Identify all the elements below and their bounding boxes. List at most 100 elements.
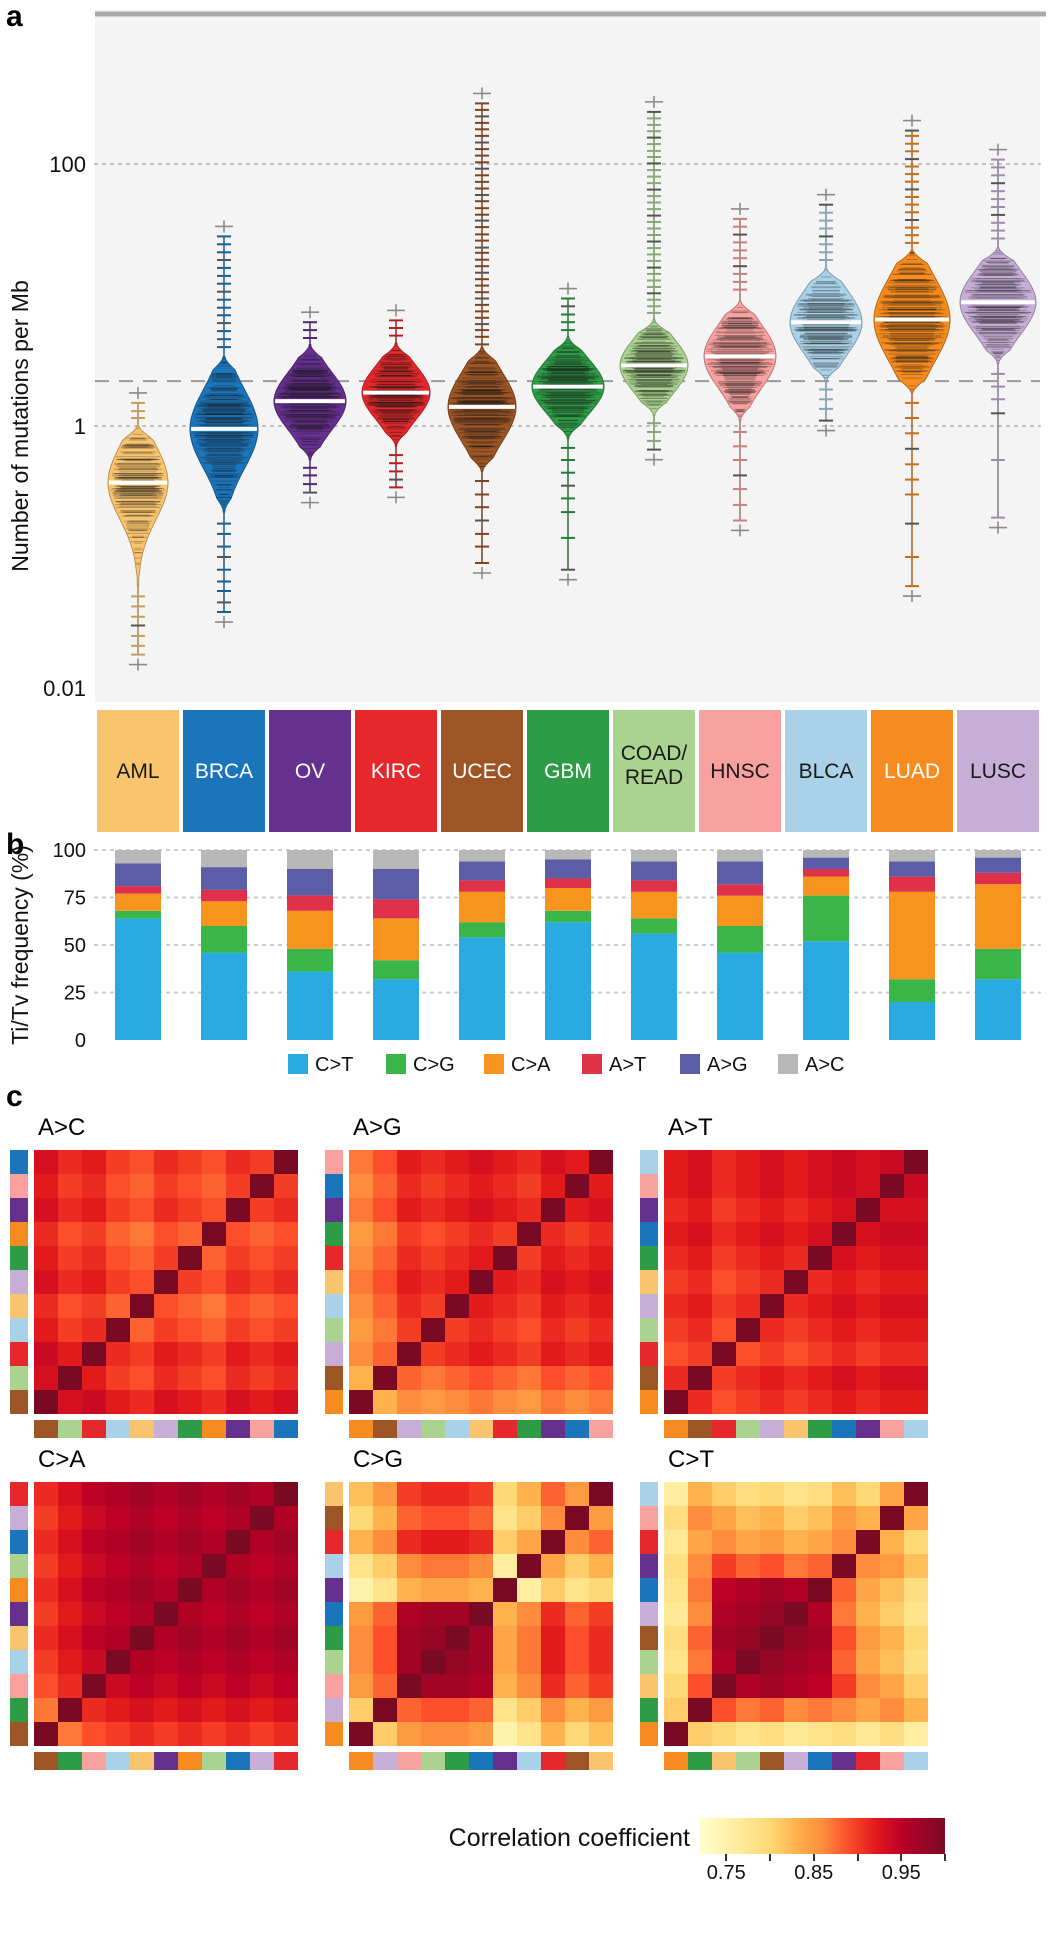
- heatmap-cell: [397, 1506, 421, 1530]
- row-color-strip-cell: [640, 1198, 658, 1222]
- cancer-type-block: [699, 710, 781, 832]
- heatmap-cell: [736, 1626, 760, 1650]
- heatmap-cell: [469, 1390, 493, 1414]
- col-color-strip-cell: [397, 1420, 421, 1438]
- heatmap-cell: [397, 1482, 421, 1506]
- heatmap-cell: [202, 1482, 226, 1506]
- heatmap-cell: [421, 1698, 445, 1722]
- heatmap-cell: [178, 1530, 202, 1554]
- col-color-strip-cell: [712, 1752, 736, 1770]
- heatmap-cell: [541, 1150, 565, 1174]
- heatmap-title: C>A: [38, 1446, 86, 1473]
- heatmap-cell: [397, 1222, 421, 1246]
- heatmap-cell: [250, 1578, 274, 1602]
- heatmap-cell: [736, 1150, 760, 1174]
- stacked-bar-segment: [459, 922, 505, 938]
- heatmap-cell: [349, 1342, 373, 1366]
- col-color-strip-cell: [58, 1420, 82, 1438]
- heatmap-cell: [154, 1366, 178, 1390]
- heatmap-cell: [202, 1270, 226, 1294]
- cancer-type-block: [355, 710, 437, 832]
- heatmap-cell: [397, 1342, 421, 1366]
- heatmap-cell: [712, 1554, 736, 1578]
- row-color-strip-cell: [10, 1506, 28, 1530]
- row-color-strip-cell: [325, 1506, 343, 1530]
- heatmap-cell: [565, 1506, 589, 1530]
- heatmap-cell: [565, 1530, 589, 1554]
- heatmap-cell: [469, 1578, 493, 1602]
- heatmap-cell: [856, 1506, 880, 1530]
- col-color-strip-cell: [565, 1420, 589, 1438]
- heatmap-cell: [541, 1342, 565, 1366]
- col-color-strip-cell: [250, 1752, 274, 1770]
- heatmap-cell: [274, 1674, 298, 1698]
- heatmap-cell: [130, 1222, 154, 1246]
- heatmap-cell: [226, 1530, 250, 1554]
- heatmap-cell: [808, 1294, 832, 1318]
- col-color-strip-cell: [664, 1420, 688, 1438]
- heatmap-cell: [154, 1294, 178, 1318]
- heatmap-cell: [688, 1342, 712, 1366]
- heatmap-cell: [469, 1674, 493, 1698]
- col-color-strip-cell: [589, 1752, 613, 1770]
- y-axis-tick-label: 0: [75, 1030, 86, 1052]
- heatmap-cell: [904, 1698, 928, 1722]
- heatmap-cell: [178, 1246, 202, 1270]
- row-color-strip-cell: [10, 1174, 28, 1198]
- heatmap-cell: [274, 1626, 298, 1650]
- col-color-strip-cell: [106, 1420, 130, 1438]
- heatmap-cell: [880, 1530, 904, 1554]
- heatmap-cell: [517, 1150, 541, 1174]
- y-axis-tick-label: 100: [49, 152, 86, 177]
- heatmap-cell: [202, 1174, 226, 1198]
- heatmap-cell: [832, 1626, 856, 1650]
- heatmap-cell: [808, 1366, 832, 1390]
- heatmap-cell: [784, 1294, 808, 1318]
- heatmap-cell: [250, 1198, 274, 1222]
- colorbar-gradient: [700, 1818, 945, 1854]
- heatmap-cell: [784, 1674, 808, 1698]
- heatmap-cell: [517, 1366, 541, 1390]
- heatmap-cell: [517, 1506, 541, 1530]
- row-color-strip-cell: [640, 1294, 658, 1318]
- heatmap-cell: [880, 1342, 904, 1366]
- heatmap-cell: [589, 1650, 613, 1674]
- heatmap-cell: [130, 1150, 154, 1174]
- heatmap-cell: [856, 1150, 880, 1174]
- heatmap-cell: [34, 1674, 58, 1698]
- heatmap-cell: [688, 1650, 712, 1674]
- heatmap-cell: [880, 1222, 904, 1246]
- row-color-strip-cell: [640, 1150, 658, 1174]
- stacked-bar-segment: [287, 869, 333, 896]
- stacked-bar-segment: [115, 918, 161, 1040]
- heatmap-cell: [178, 1294, 202, 1318]
- heatmap-cell: [349, 1390, 373, 1414]
- heatmap-cell: [445, 1222, 469, 1246]
- row-color-strip-cell: [640, 1390, 658, 1414]
- heatmap-cell: [445, 1246, 469, 1270]
- cancer-type-label: UCEC: [452, 760, 512, 783]
- stacked-bar-segment: [975, 884, 1021, 949]
- stacked-bar-segment: [287, 971, 333, 1040]
- heatmap-cell: [250, 1506, 274, 1530]
- heatmap-cell: [130, 1198, 154, 1222]
- heatmap-cell: [808, 1674, 832, 1698]
- heatmap-cell: [760, 1174, 784, 1198]
- heatmap-cell: [130, 1294, 154, 1318]
- panel-b-label: b: [6, 828, 25, 861]
- stacked-bar-segment: [287, 850, 333, 869]
- heatmap-cell: [58, 1674, 82, 1698]
- heatmap-cell: [808, 1602, 832, 1626]
- heatmap-cell: [106, 1294, 130, 1318]
- heatmap-cell: [856, 1318, 880, 1342]
- heatmap-cell: [106, 1174, 130, 1198]
- heatmap-cell: [469, 1530, 493, 1554]
- violin-body: [789, 267, 863, 382]
- col-color-strip-cell: [373, 1420, 397, 1438]
- heatmap-cell: [808, 1722, 832, 1746]
- heatmap-cell: [445, 1530, 469, 1554]
- heatmap-cell: [130, 1506, 154, 1530]
- row-color-strip-cell: [10, 1554, 28, 1578]
- row-color-strip-cell: [10, 1270, 28, 1294]
- stacked-bar-segment: [889, 1002, 935, 1040]
